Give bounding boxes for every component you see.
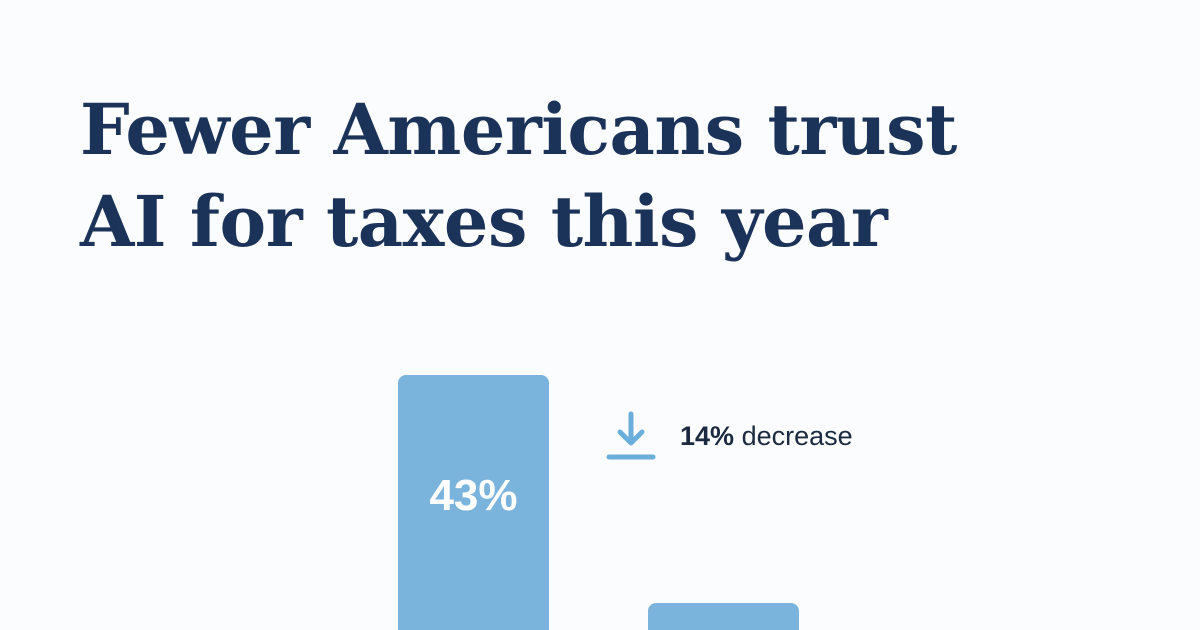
decrease-annotation: 14% decrease [606,410,853,462]
title-line-1: Fewer Americans trust [80,88,957,171]
bar-previous-year: 43% [398,375,549,630]
decrease-text: 14% decrease [680,421,853,452]
bar-current-year [648,603,799,630]
arrow-down-to-line-icon [606,411,656,460]
page-title: Fewer Americans trust AI for taxes this … [80,84,957,268]
decrease-label: decrease [741,420,853,451]
decrease-value: 14% [680,420,735,451]
bar-value-label: 43% [429,471,518,520]
title-line-2: AI for taxes this year [80,180,888,263]
